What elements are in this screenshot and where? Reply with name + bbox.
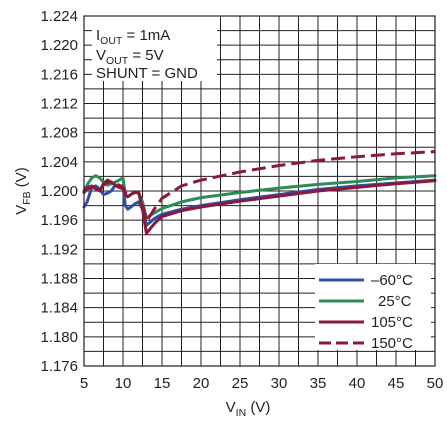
legend-background [315,264,431,350]
y-tick-label: 1.204 [40,154,78,171]
legend-entry-150c: 150°C [319,335,413,352]
x-tick-label: 40 [349,375,366,392]
axes: 5 10 15 20 25 30 35 40 45 50 1.176 1.180 1.184 1.188 1… [40,8,443,392]
y-tick-label: 1.200 [40,183,78,200]
y-tick-label: 1.208 [40,125,78,142]
legend: –60°C 25°C 105°C 150°C [315,264,431,352]
y-axis-label: VFB (V) [13,167,33,215]
x-tick-label: 20 [193,375,210,392]
x-tick-label: 30 [271,375,288,392]
legend-label: –60°C [371,272,413,289]
series-line-3 [83,150,436,224]
annotation-background [92,13,217,81]
y-tick-label: 1.224 [40,8,78,25]
legend-entry-25c: 25°C [319,293,412,310]
y-tick-label: 1.216 [40,66,78,83]
y-tick-label: 1.196 [40,212,78,229]
x-tick-label: 50 [427,375,444,392]
y-tick-label: 1.220 [40,37,78,54]
annotation-iout: IOUT = 1mA [96,27,170,47]
legend-label: 25°C [378,293,412,310]
x-tick-label: 10 [115,375,132,392]
y-tick-label: 1.180 [40,329,78,346]
y-tick-label: 1.184 [40,300,78,317]
x-tick-label: 15 [154,375,171,392]
x-axis-label: VIN (V) [226,399,271,419]
x-tick-label: 35 [310,375,327,392]
x-tick-label: 25 [232,375,249,392]
conditions-annotation: IOUT = 1mA VOUT = 5V SHUNT = GND [92,13,217,82]
legend-entry-minus60c: –60°C [319,272,413,289]
y-tick-label: 1.176 [40,358,78,375]
legend-label: 105°C [371,314,413,331]
series-lines [82,150,437,235]
y-tick-label: 1.212 [40,96,78,113]
annotation-shunt: SHUNT = GND [96,65,198,82]
legend-label: 150°C [371,335,413,352]
x-tick-label: 45 [388,375,405,392]
legend-entry-105c: 105°C [319,314,413,331]
x-tick-label: 5 [80,375,88,392]
annotation-vout: VOUT = 5V [96,47,164,67]
y-tick-label: 1.192 [40,241,78,258]
plot-frame [83,15,436,367]
y-tick-label: 1.188 [40,271,78,288]
